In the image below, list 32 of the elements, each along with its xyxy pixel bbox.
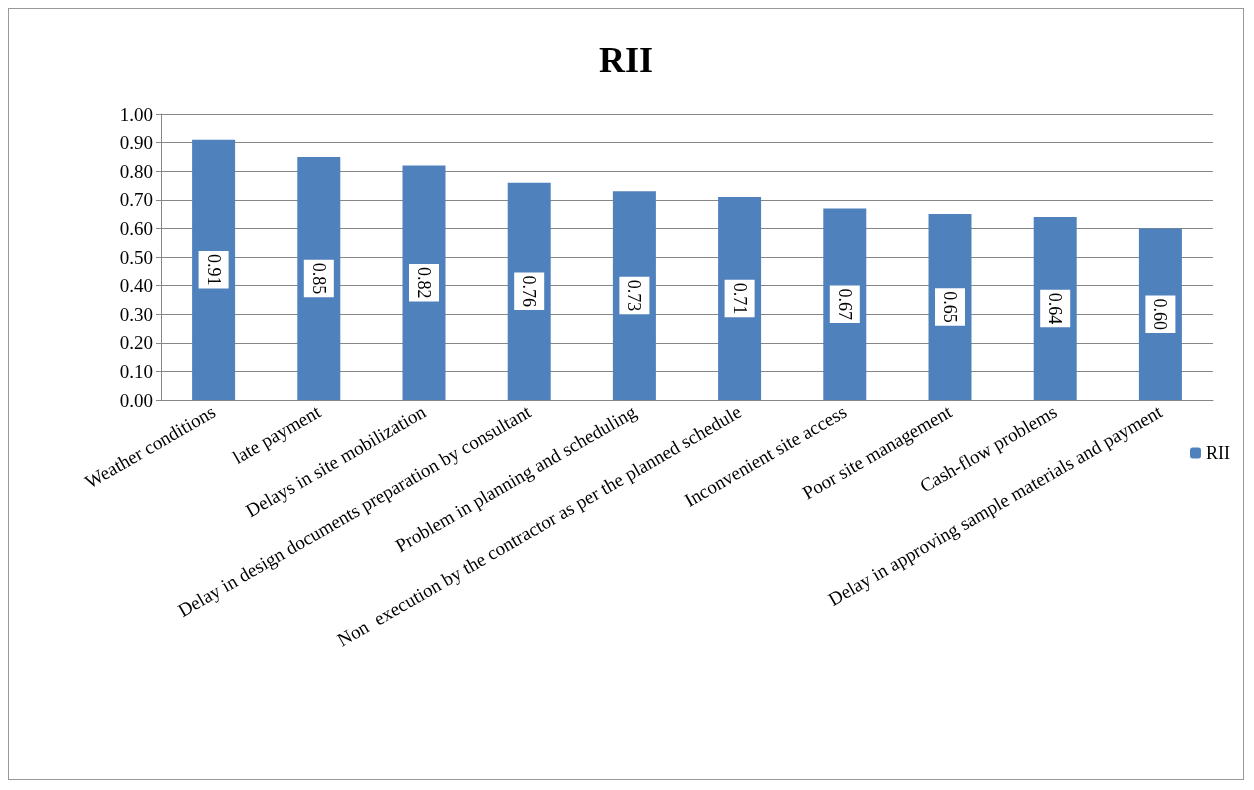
y-tick-label: 0.70 [119,189,153,211]
data-label: 0.85 [308,262,329,295]
bar [402,165,446,400]
data-label: 0.67 [834,288,855,320]
y-tick-label: 0.60 [119,217,153,239]
bar [928,214,972,400]
y-tick-label: 0.30 [119,303,153,325]
bar [1033,216,1077,400]
bar [718,196,762,400]
data-label: 0.65 [940,291,960,323]
bar [192,139,236,400]
bar [297,156,341,400]
y-tick-label: 0.40 [119,275,153,297]
y-tick-label: 0.90 [119,132,153,154]
data-label: 0.64 [1045,292,1066,325]
data-label: 0.60 [1150,298,1171,330]
y-tick-label: 1.00 [119,103,153,125]
y-tick-label: 0.50 [119,246,153,268]
y-tick-label: 0.10 [119,360,153,382]
data-label: 0.82 [414,266,434,299]
y-tick-label: 0.00 [119,389,153,411]
data-label: 0.91 [203,254,224,286]
bar [612,191,656,400]
bar [823,208,867,400]
data-label: 0.76 [519,275,540,308]
data-label: 0.71 [729,282,750,315]
bar [507,182,551,400]
y-tick-label: 0.80 [119,160,153,182]
chart-title: RII [598,40,654,80]
y-tick-label: 0.20 [119,332,153,354]
legend-label: RII [1206,443,1231,463]
data-label: 0.73 [624,279,645,312]
